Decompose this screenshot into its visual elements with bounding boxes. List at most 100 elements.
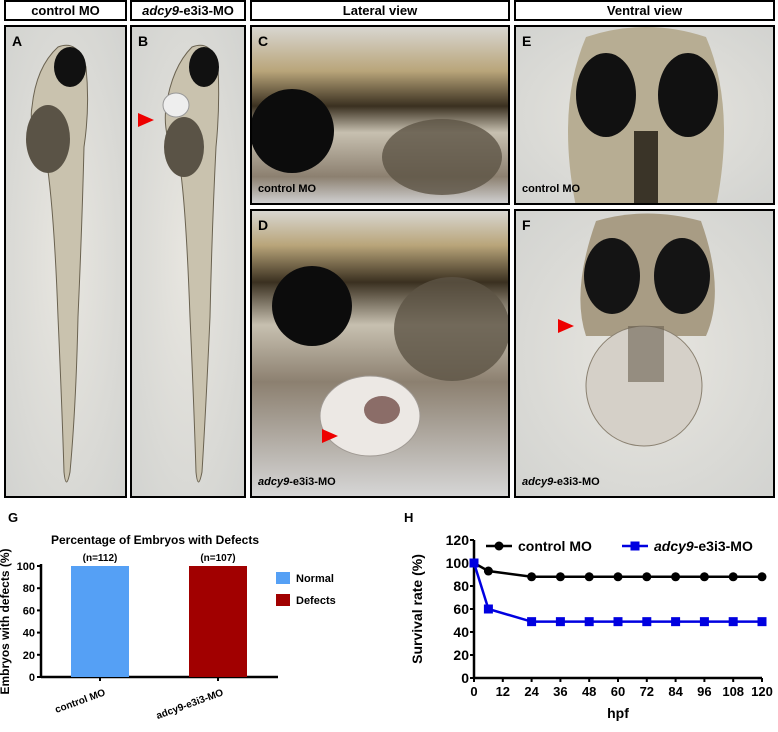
legend-swatch (276, 594, 290, 606)
data-point (584, 572, 594, 582)
legend-label-text: control MO (518, 538, 592, 554)
data-point (728, 617, 738, 627)
x-tick-label: 84 (668, 684, 683, 699)
panel-label: C (258, 33, 269, 49)
x-tick-label: 48 (582, 684, 596, 699)
legend-label: Normal (296, 573, 334, 585)
head-illustration (568, 27, 724, 203)
bar-normal (71, 566, 129, 677)
panel-b-image: B (130, 25, 246, 498)
data-point (584, 617, 594, 627)
data-point (469, 558, 479, 568)
header-lateral-view: Lateral view (250, 0, 510, 21)
header-text-italic: adcy9 (142, 3, 179, 18)
panel-label-g: G (8, 510, 19, 525)
panel-label: A (12, 33, 23, 49)
x-tick-label: 12 (496, 684, 510, 699)
y-tick-label: 0 (29, 672, 35, 684)
legend-swatch (276, 572, 290, 584)
data-point (527, 617, 537, 627)
legend-label: adcy9-e3i3-MO (654, 538, 753, 554)
x-tick-label: 36 (553, 684, 567, 699)
bar-annotation: (n=112) (83, 553, 118, 564)
data-point (757, 617, 767, 627)
y-axis-label: Survival rate (%) (409, 554, 425, 664)
y-tick-label: 40 (23, 628, 35, 640)
y-tick-label: 60 (453, 601, 469, 617)
data-point (671, 617, 681, 627)
x-tick-label: 60 (611, 684, 625, 699)
data-point (642, 617, 652, 627)
y-tick-label: 60 (23, 605, 35, 617)
arrowhead-marker (558, 319, 574, 333)
bar-defects (189, 566, 247, 677)
panel-label: F (522, 217, 531, 233)
x-tick-label: control MO (54, 687, 108, 715)
panel-label-h: H (404, 510, 414, 525)
y-tick-label: 0 (461, 670, 469, 686)
data-point (555, 617, 565, 627)
data-point (757, 572, 767, 582)
caption-text: -e3i3-MO (289, 476, 336, 488)
legend-label: Defects (296, 595, 336, 607)
x-tick-label: 72 (640, 684, 654, 699)
header-text: Ventral view (606, 3, 683, 18)
y-tick-label: 100 (17, 561, 35, 573)
data-point (527, 572, 537, 582)
legend-label: control MO (518, 538, 592, 554)
arrowhead-marker (322, 429, 338, 443)
panel-f-image: F adcy9-e3i3-MO (514, 209, 775, 498)
header-text: -e3i3-MO (178, 3, 234, 18)
data-point (613, 572, 623, 582)
y-axis-label: Embryos with defects (%) (0, 548, 12, 694)
y-tick-label: 40 (453, 624, 469, 640)
x-tick-label: 120 (751, 684, 773, 699)
line-chart-survival: 0 20 40 60 80 100 120 0 12 24 36 48 60 72 84 96 108 120 hp… (409, 532, 773, 721)
data-point (483, 566, 493, 576)
header-control-mo: control MO (4, 0, 127, 21)
caption-italic: adcy9 (258, 476, 290, 488)
data-point (483, 604, 493, 614)
panel-a-image: A (4, 25, 127, 498)
data-point (613, 617, 623, 627)
header-ventral-view: Ventral view (514, 0, 775, 21)
panel-caption: control MO (522, 183, 581, 195)
panel-label: D (258, 217, 269, 233)
y-tick-label: 20 (453, 647, 469, 663)
data-point (671, 572, 681, 582)
panel-label: E (522, 33, 532, 49)
legend-label-italic: adcy9 (654, 538, 694, 554)
x-tick-label: 24 (524, 684, 539, 699)
data-point (699, 572, 709, 582)
bar-annotation: (n=107) (200, 553, 235, 564)
caption-italic: adcy9 (522, 476, 554, 488)
x-tick-label: 96 (697, 684, 711, 699)
panel-e-image: E control MO (514, 25, 775, 205)
header-text: control MO (31, 3, 100, 18)
caption-text: -e3i3-MO (553, 476, 600, 488)
embryo-illustration (26, 44, 89, 483)
y-tick-label: 100 (446, 555, 470, 571)
header-text: Lateral view (342, 3, 418, 18)
legend-marker (630, 541, 640, 551)
chart-title: Percentage of Embryos with Defects (51, 533, 259, 547)
eye-illustration (252, 89, 502, 195)
y-tick-label: 120 (446, 532, 470, 548)
x-axis-label: hpf (607, 705, 629, 721)
panel-caption: control MO (258, 183, 317, 195)
x-tick-label: 108 (722, 684, 744, 699)
legend-marker (494, 541, 504, 551)
x-tick-label: 0 (470, 684, 477, 699)
y-tick-label: 20 (23, 650, 35, 662)
panel-c-image: C control MO (250, 25, 510, 205)
panel-label: B (138, 33, 149, 49)
y-tick-label: 80 (453, 578, 469, 594)
head-illustration (580, 213, 715, 447)
embryo-illustration (162, 44, 220, 483)
data-point (642, 572, 652, 582)
arrowhead-marker (138, 113, 154, 127)
y-tick-label: 80 (23, 583, 35, 595)
panel-caption: adcy9-e3i3-MO (258, 476, 336, 488)
legend-label-text: -e3i3-MO (694, 538, 753, 554)
panel-d-image: D adcy9-e3i3-MO (250, 209, 510, 498)
